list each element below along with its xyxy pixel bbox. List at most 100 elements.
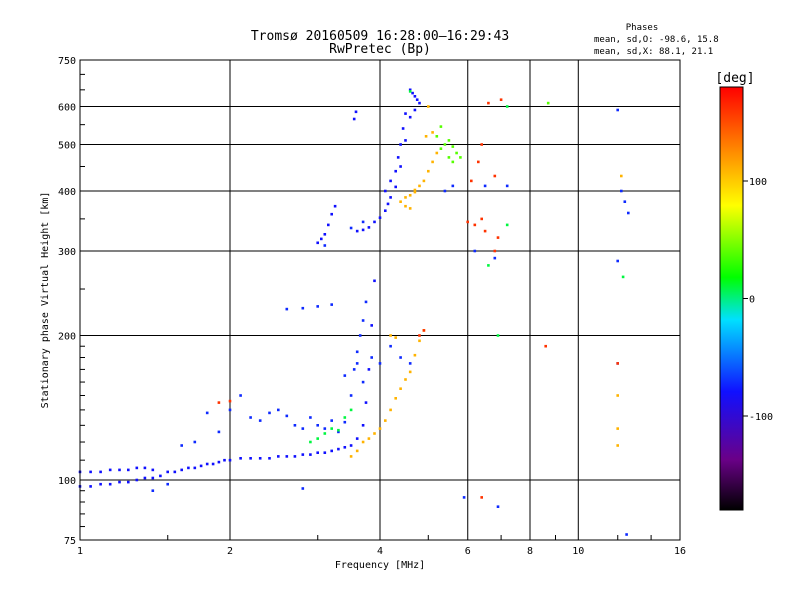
- data-point: [404, 196, 407, 199]
- stats-o-mode: mean, sd,O: -98.6, 15.8: [594, 35, 719, 45]
- data-point: [401, 127, 405, 130]
- data-point: [378, 427, 382, 430]
- data-point: [239, 394, 242, 397]
- data-point: [316, 424, 319, 427]
- data-point: [309, 440, 312, 444]
- data-point: [293, 455, 297, 458]
- data-point: [370, 356, 373, 359]
- data-point: [258, 457, 262, 460]
- data-point: [180, 468, 183, 472]
- data-point: [404, 139, 407, 142]
- data-point: [625, 533, 628, 536]
- data-point: [180, 444, 183, 447]
- data-point: [415, 98, 419, 101]
- data-point: [118, 468, 121, 472]
- y-tick-label: 100: [58, 476, 76, 487]
- data-point: [301, 487, 305, 490]
- data-point: [621, 275, 625, 279]
- data-point: [447, 139, 451, 142]
- data-point: [496, 236, 500, 239]
- data-point: [399, 200, 402, 203]
- data-point: [327, 223, 330, 227]
- data-point: [343, 416, 347, 419]
- data-point: [493, 174, 497, 178]
- data-point: [309, 453, 312, 456]
- data-point: [285, 414, 289, 418]
- data-point: [427, 105, 430, 108]
- data-point: [413, 108, 417, 112]
- data-point: [349, 408, 353, 412]
- data-point: [505, 184, 509, 188]
- data-point: [352, 117, 356, 121]
- data-point: [301, 427, 305, 430]
- data-point: [127, 468, 130, 472]
- data-point: [352, 368, 356, 371]
- data-point: [480, 217, 483, 221]
- data-point: [330, 303, 333, 306]
- y-tick-label: 500: [58, 141, 76, 152]
- data-point: [199, 464, 203, 468]
- data-point: [361, 424, 365, 427]
- data-point: [337, 428, 340, 432]
- data-point: [323, 427, 327, 430]
- data-point: [159, 474, 162, 478]
- data-point: [443, 143, 447, 146]
- x-tick-label: 6: [465, 546, 471, 557]
- data-point: [354, 110, 358, 114]
- data-point: [496, 334, 500, 337]
- data-point: [408, 370, 412, 374]
- data-point: [480, 143, 483, 146]
- data-point: [320, 237, 323, 241]
- y-tick-label: 75: [64, 536, 76, 547]
- data-point: [135, 478, 139, 482]
- data-point: [143, 466, 147, 470]
- data-point: [384, 419, 387, 422]
- data-point: [496, 505, 500, 508]
- data-point: [108, 482, 112, 486]
- data-point: [151, 468, 155, 472]
- x-tick-label: 16: [674, 546, 686, 557]
- data-point: [427, 169, 430, 173]
- data-point: [309, 416, 312, 419]
- data-point: [277, 408, 280, 412]
- data-point: [285, 455, 289, 458]
- data-point: [355, 362, 359, 365]
- data-point: [361, 440, 365, 444]
- stats-x-mode: mean, sd,X: 88.1, 21.1: [594, 47, 713, 57]
- data-point: [389, 179, 392, 183]
- x-tick-label: 1: [77, 546, 83, 557]
- data-point: [228, 408, 232, 412]
- data-point: [249, 457, 252, 460]
- data-point: [330, 427, 333, 430]
- data-point: [389, 344, 392, 348]
- data-point: [394, 185, 397, 189]
- data-point: [277, 455, 280, 458]
- data-point: [118, 480, 121, 484]
- data-point: [193, 440, 197, 444]
- data-point: [616, 427, 619, 430]
- data-point: [316, 241, 319, 245]
- data-point: [487, 264, 490, 267]
- data-point: [223, 458, 226, 462]
- data-point: [404, 204, 407, 208]
- data-point: [466, 220, 469, 224]
- data-point: [451, 145, 455, 148]
- data-point: [620, 174, 623, 178]
- data-point: [337, 430, 340, 434]
- colorbar-tick-label: 100: [749, 177, 767, 188]
- data-point: [151, 489, 155, 492]
- data-point: [355, 449, 359, 453]
- data-point: [616, 259, 619, 263]
- data-point: [323, 451, 327, 454]
- data-point: [143, 476, 147, 480]
- data-point: [473, 223, 477, 227]
- data-point: [424, 135, 428, 138]
- data-point: [205, 411, 209, 415]
- x-tick-label: 10: [572, 546, 584, 557]
- data-point: [373, 279, 376, 283]
- data-point: [355, 350, 359, 354]
- y-tick-label: 300: [58, 247, 76, 258]
- data-point: [301, 306, 305, 310]
- x-tick-label: 4: [377, 546, 383, 557]
- data-point: [316, 451, 319, 454]
